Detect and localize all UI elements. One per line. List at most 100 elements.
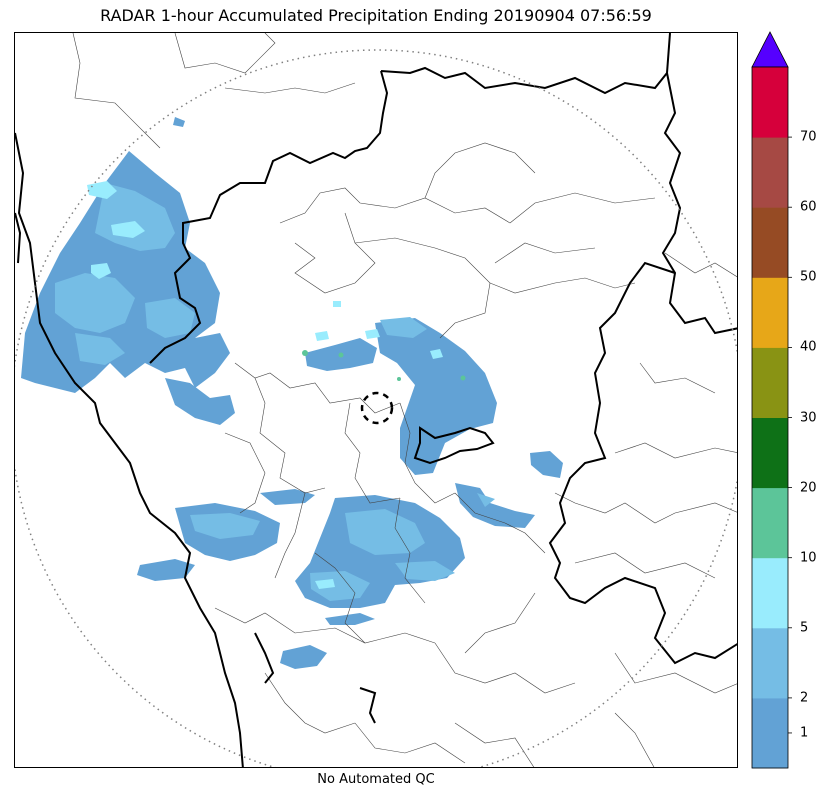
colorbar-tick-label: 20 (800, 480, 817, 496)
boundary-line (399, 402, 456, 504)
colorbar-swatch (752, 277, 788, 348)
colorbar-swatch (752, 697, 788, 769)
colorbar-tick-label: 60 (800, 199, 817, 215)
radar-map-svg (15, 33, 737, 767)
radar-site-marker-icon (360, 391, 394, 425)
colorbar-swatch (752, 207, 788, 278)
precip-sc-moderate-1 (345, 509, 425, 555)
boundary-line (614, 652, 737, 694)
colorbar (751, 31, 792, 769)
precip-north-speck (173, 117, 185, 127)
boundary-line (614, 442, 737, 459)
precip-southeast-echo (455, 483, 535, 528)
state-border-enclave (413, 426, 495, 465)
colorbar-swatch (752, 67, 788, 138)
state-border-north (149, 70, 389, 364)
chart-title: RADAR 1-hour Accumulated Precipitation E… (100, 6, 652, 25)
boundary-line (454, 722, 535, 767)
boundary-line (224, 82, 356, 94)
boundary-line (294, 212, 376, 294)
colorbar-tick-label: 70 (800, 129, 817, 145)
coastline-west-fragment (15, 212, 22, 264)
boundary-line (254, 377, 326, 494)
precip-wc-moderate-3 (145, 298, 195, 338)
radar-range-ring (15, 49, 737, 767)
boundary-line (664, 252, 737, 278)
precip-west-echo-2 (165, 378, 235, 425)
boundary-line (279, 187, 511, 224)
colorbar-swatch (752, 487, 788, 559)
colorbar-tick-label: 50 (800, 269, 817, 285)
state-border-island (254, 632, 275, 684)
boundary-line (354, 722, 466, 764)
precip-east-small-echo (530, 451, 563, 478)
boundary-line (494, 242, 596, 264)
qc-note: No Automated QC (317, 772, 435, 787)
radar-map[interactable] (14, 32, 738, 768)
boundary-line (234, 362, 401, 414)
colorbar-swatch (752, 417, 788, 489)
precip-green-4 (397, 377, 401, 381)
precip-cyan-3 (91, 263, 111, 279)
precip-cyan-4 (315, 579, 335, 589)
precip-cyan-5 (333, 301, 341, 307)
boundary-line (394, 497, 426, 604)
boundary-line (509, 192, 656, 224)
colorbar-tick-label: 1 (800, 725, 809, 741)
precip-green-1 (302, 350, 308, 356)
precip-southwest-echo-2 (137, 559, 195, 581)
colorbar-swatch (752, 557, 788, 629)
colorbar-tick-label: 30 (800, 410, 817, 425)
precip-south-small-echo (280, 645, 327, 669)
colorbar-tick-label: 2 (800, 690, 809, 706)
precip-green-2 (338, 352, 344, 358)
state-border-south-east (548, 261, 737, 665)
precip-band-echo (260, 489, 315, 505)
precip-cyan-1 (87, 181, 117, 199)
boundary-line (574, 552, 716, 579)
boundary-line (214, 607, 436, 644)
boundary-line (639, 362, 716, 394)
precip-green-3 (460, 375, 466, 381)
boundary-line (434, 642, 576, 694)
colorbar-swatch (752, 627, 788, 699)
precip-west-coast-echo (21, 151, 230, 393)
precip-cyan-6 (315, 331, 329, 341)
boundary-line (174, 33, 276, 74)
boundary-line (344, 402, 401, 504)
boundary-line (224, 432, 266, 514)
colorbar-swatch (752, 347, 788, 418)
precip-ce-moderate (380, 317, 427, 338)
coastline-west (15, 132, 244, 767)
precip-cyan-8 (430, 349, 443, 359)
colorbar-tick-label: 40 (800, 339, 817, 355)
boundary-line (489, 277, 636, 294)
boundary-line (614, 712, 655, 767)
colorbar-extend-arrow (751, 31, 789, 68)
precip-cyan-7 (365, 329, 380, 339)
colorbar-swatch (752, 137, 788, 208)
boundary-line (554, 492, 737, 524)
district-boundaries (72, 33, 737, 767)
boundary-line (354, 237, 491, 339)
boundary-line (264, 672, 356, 734)
precip-echoes-heavy (87, 181, 443, 589)
state-border-east (661, 72, 737, 335)
precip-wc-moderate-4 (75, 333, 125, 365)
precip-wc-moderate-2 (55, 273, 135, 333)
boundary-line (72, 33, 161, 149)
colorbar-tick-label: 10 (800, 550, 817, 566)
precip-se-moderate (477, 493, 495, 507)
precip-echoes-intense (302, 350, 466, 381)
precip-sc-moderate-3 (395, 561, 455, 581)
precip-central-east-echo (375, 318, 497, 475)
state-border-south-fragment (359, 687, 377, 724)
state-borders (15, 33, 737, 767)
precip-sw-moderate (190, 513, 260, 539)
precip-south-small-echo-2 (325, 613, 375, 625)
boundary-line (314, 552, 366, 644)
boundary-line (274, 492, 306, 579)
colorbar-tick-label: 5 (800, 620, 809, 636)
boundary-line (464, 592, 536, 654)
state-border-north-east (380, 33, 671, 95)
